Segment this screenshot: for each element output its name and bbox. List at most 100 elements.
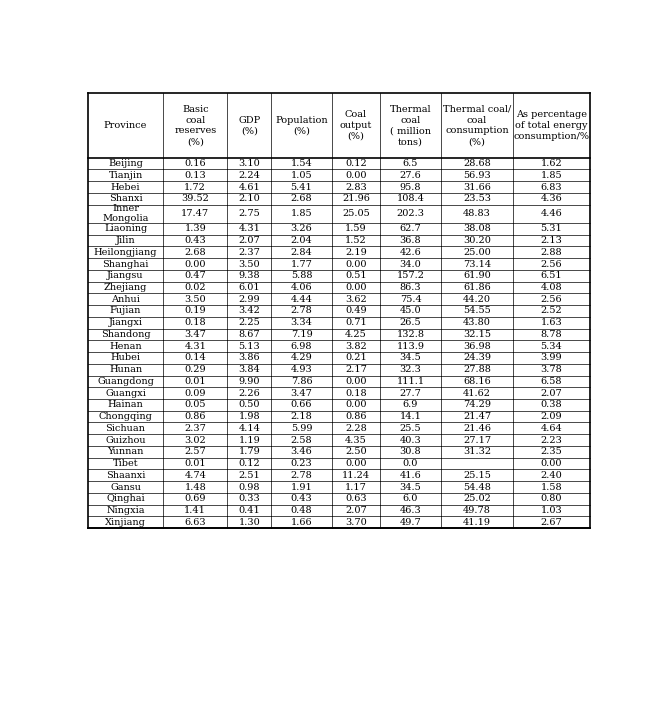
Text: 4.44: 4.44 <box>291 295 313 303</box>
Text: Hunan: Hunan <box>109 365 142 374</box>
Text: 0.00: 0.00 <box>345 459 367 468</box>
Text: 2.58: 2.58 <box>291 435 313 445</box>
Text: Hubei: Hubei <box>110 353 141 362</box>
Text: 3.50: 3.50 <box>184 295 206 303</box>
Text: Thermal coal/
coal
consumption
(%): Thermal coal/ coal consumption (%) <box>443 105 511 146</box>
Text: Chongqing: Chongqing <box>98 412 153 421</box>
Text: 2.51: 2.51 <box>239 471 260 480</box>
Text: 6.01: 6.01 <box>239 283 260 292</box>
Text: 1.77: 1.77 <box>291 259 313 269</box>
Text: Jiangsu: Jiangsu <box>107 272 144 280</box>
Text: 2.57: 2.57 <box>184 447 206 457</box>
Text: 0.38: 0.38 <box>541 401 563 409</box>
Text: 2.28: 2.28 <box>345 424 367 432</box>
Text: 95.8: 95.8 <box>400 182 421 191</box>
Text: 1.63: 1.63 <box>541 318 563 327</box>
Text: 23.53: 23.53 <box>463 194 491 203</box>
Text: Ningxia: Ningxia <box>106 506 145 515</box>
Text: 31.66: 31.66 <box>463 182 491 191</box>
Text: 3.46: 3.46 <box>291 447 313 457</box>
Text: 43.80: 43.80 <box>463 318 491 327</box>
Text: 0.86: 0.86 <box>184 412 206 421</box>
Text: 0.47: 0.47 <box>184 272 206 280</box>
Text: 2.19: 2.19 <box>345 247 367 257</box>
Text: 6.9: 6.9 <box>403 401 418 409</box>
Text: 34.5: 34.5 <box>400 483 422 491</box>
Text: 2.09: 2.09 <box>541 412 563 421</box>
Text: 2.26: 2.26 <box>239 389 260 398</box>
Text: 1.39: 1.39 <box>184 224 206 233</box>
Text: 3.70: 3.70 <box>345 518 367 527</box>
Text: 0.12: 0.12 <box>345 159 367 168</box>
Text: 2.67: 2.67 <box>541 518 563 527</box>
Text: Beijing: Beijing <box>108 159 143 168</box>
Text: 1.05: 1.05 <box>291 171 313 180</box>
Text: 4.36: 4.36 <box>541 194 563 203</box>
Text: 0.01: 0.01 <box>184 459 206 468</box>
Text: Henan: Henan <box>109 342 142 351</box>
Text: 1.59: 1.59 <box>345 224 367 233</box>
Text: 27.88: 27.88 <box>463 365 491 374</box>
Text: 0.13: 0.13 <box>184 171 206 180</box>
Text: 25.02: 25.02 <box>463 494 491 503</box>
Text: Basic
coal
reserves
(%): Basic coal reserves (%) <box>174 105 216 146</box>
Text: 0.71: 0.71 <box>345 318 367 327</box>
Text: 4.29: 4.29 <box>291 353 313 362</box>
Text: 108.4: 108.4 <box>397 194 424 203</box>
Text: 0.12: 0.12 <box>239 459 260 468</box>
Text: 111.1: 111.1 <box>397 377 424 386</box>
Text: 0.51: 0.51 <box>345 272 367 280</box>
Text: 2.88: 2.88 <box>541 247 563 257</box>
Text: 1.03: 1.03 <box>541 506 563 515</box>
Text: 0.14: 0.14 <box>184 353 206 362</box>
Text: 0.69: 0.69 <box>184 494 206 503</box>
Text: 0.00: 0.00 <box>345 171 367 180</box>
Text: 68.16: 68.16 <box>463 377 491 386</box>
Text: 25.00: 25.00 <box>463 247 491 257</box>
Text: 39.52: 39.52 <box>181 194 209 203</box>
Text: 4.64: 4.64 <box>541 424 563 432</box>
Text: 0.00: 0.00 <box>345 259 367 269</box>
Text: 40.3: 40.3 <box>400 435 422 445</box>
Text: 25.5: 25.5 <box>400 424 421 432</box>
Text: 2.83: 2.83 <box>345 182 367 191</box>
Text: 1.54: 1.54 <box>291 159 313 168</box>
Text: Inner
Mongolia: Inner Mongolia <box>102 204 149 223</box>
Text: Heilongjiang: Heilongjiang <box>94 247 157 257</box>
Text: 41.19: 41.19 <box>463 518 491 527</box>
Text: 0.33: 0.33 <box>239 494 260 503</box>
Text: 1.98: 1.98 <box>239 412 260 421</box>
Text: Jiangxi: Jiangxi <box>108 318 143 327</box>
Text: 3.62: 3.62 <box>345 295 367 303</box>
Text: 44.20: 44.20 <box>463 295 491 303</box>
Text: 42.6: 42.6 <box>400 247 422 257</box>
Text: 5.13: 5.13 <box>239 342 260 351</box>
Text: 48.83: 48.83 <box>463 209 491 218</box>
Text: 0.00: 0.00 <box>345 377 367 386</box>
Text: 4.93: 4.93 <box>291 365 313 374</box>
Text: 4.06: 4.06 <box>291 283 313 292</box>
Text: As percentage
of total energy
consumption/%: As percentage of total energy consumptio… <box>514 110 590 140</box>
Text: 32.15: 32.15 <box>463 330 491 339</box>
Text: 0.21: 0.21 <box>345 353 367 362</box>
Text: 3.47: 3.47 <box>291 389 313 398</box>
Text: 8.78: 8.78 <box>541 330 563 339</box>
Text: 157.2: 157.2 <box>397 272 424 280</box>
Text: 1.79: 1.79 <box>239 447 260 457</box>
Text: 0.05: 0.05 <box>184 401 206 409</box>
Text: 2.24: 2.24 <box>239 171 260 180</box>
Text: 2.56: 2.56 <box>541 259 563 269</box>
Text: 0.66: 0.66 <box>291 401 312 409</box>
Text: 9.90: 9.90 <box>239 377 260 386</box>
Text: 2.23: 2.23 <box>541 435 563 445</box>
Text: 0.41: 0.41 <box>239 506 260 515</box>
Text: 36.98: 36.98 <box>463 342 491 351</box>
Text: 14.1: 14.1 <box>400 412 422 421</box>
Text: 41.62: 41.62 <box>463 389 491 398</box>
Text: 5.41: 5.41 <box>291 182 313 191</box>
Text: 2.17: 2.17 <box>345 365 367 374</box>
Text: 38.08: 38.08 <box>463 224 491 233</box>
Text: 2.78: 2.78 <box>291 471 313 480</box>
Text: Hainan: Hainan <box>108 401 143 409</box>
Text: 73.14: 73.14 <box>463 259 491 269</box>
